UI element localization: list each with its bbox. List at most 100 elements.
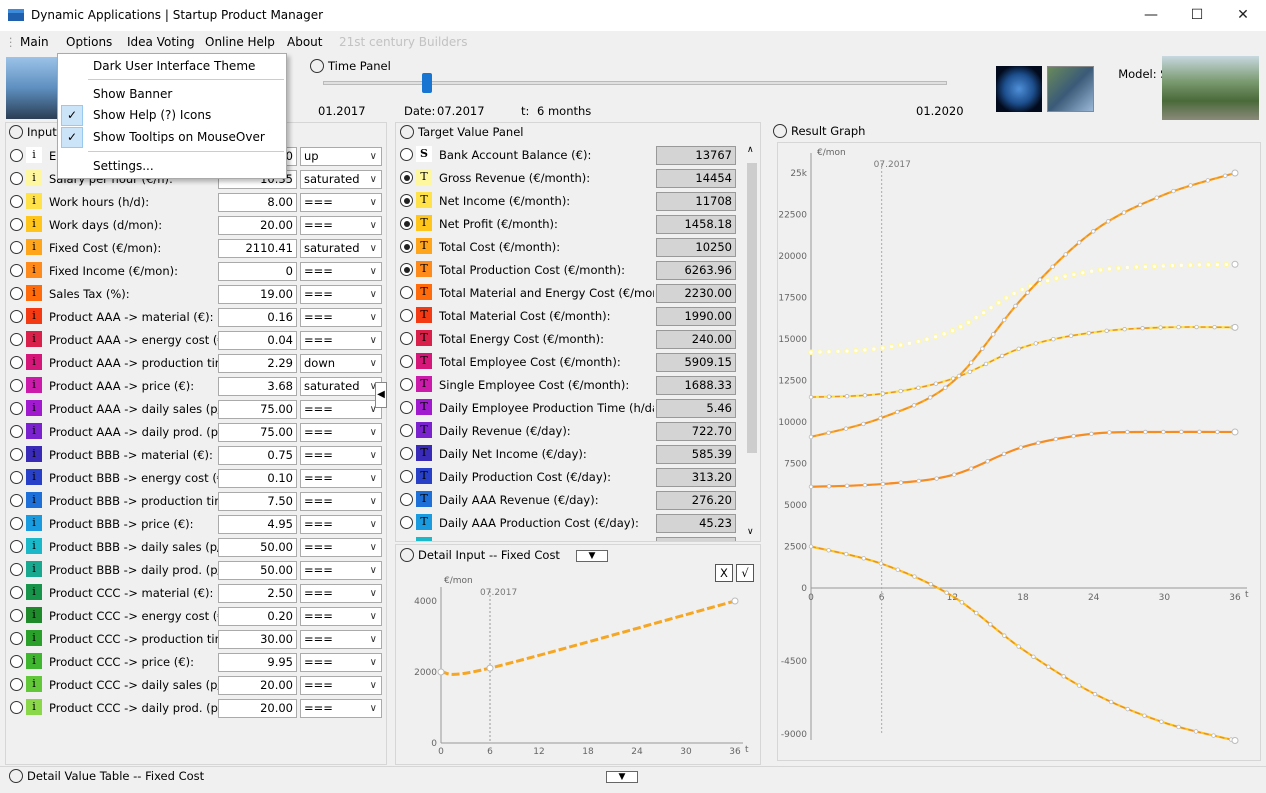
- mode-select[interactable]: ===: [300, 193, 382, 212]
- select-radio[interactable]: [10, 448, 23, 461]
- select-radio[interactable]: [400, 516, 413, 529]
- select-radio[interactable]: [400, 217, 413, 230]
- expand-down-icon[interactable]: ▼: [606, 771, 638, 783]
- info-icon[interactable]: i: [26, 515, 42, 531]
- result-chart[interactable]: €/mon t 0 6 12 18 24 30 36 25k 22500 20000 17500 1500…: [769, 122, 1261, 765]
- mode-select[interactable]: ===: [300, 469, 382, 488]
- mode-select[interactable]: ===: [300, 308, 382, 327]
- mode-select[interactable]: ===: [300, 630, 382, 649]
- input-value-field[interactable]: 2.29: [218, 354, 297, 373]
- mode-select[interactable]: ===: [300, 492, 382, 511]
- help-icon[interactable]: [400, 125, 414, 139]
- time-slider-track[interactable]: [323, 81, 947, 85]
- select-radio[interactable]: [10, 678, 23, 691]
- select-radio[interactable]: [400, 401, 413, 414]
- time-slider-thumb[interactable]: [422, 73, 433, 93]
- info-icon[interactable]: i: [26, 538, 42, 554]
- mode-select[interactable]: ===: [300, 538, 382, 557]
- select-radio[interactable]: [400, 148, 413, 161]
- target-scrollbar[interactable]: ∧ ∨: [744, 145, 760, 541]
- menu-main[interactable]: Main: [20, 35, 49, 49]
- maximize-button[interactable]: ☐: [1190, 7, 1204, 23]
- menu-online-help[interactable]: Online Help: [205, 35, 275, 49]
- info-icon[interactable]: i: [26, 331, 42, 347]
- input-value-field[interactable]: 9.95: [218, 653, 297, 672]
- info-icon[interactable]: i: [26, 699, 42, 715]
- input-value-field[interactable]: 20.00: [218, 676, 297, 695]
- info-icon[interactable]: i: [26, 469, 42, 485]
- select-radio[interactable]: [10, 540, 23, 553]
- info-icon[interactable]: i: [26, 630, 42, 646]
- info-icon[interactable]: i: [26, 653, 42, 669]
- collapse-left-icon[interactable]: ◀: [375, 382, 387, 408]
- input-value-field[interactable]: 2110.41: [218, 239, 297, 258]
- mode-select[interactable]: ===: [300, 262, 382, 281]
- menu-item-show-banner[interactable]: Show Banner: [93, 87, 173, 101]
- select-radio[interactable]: [10, 310, 23, 323]
- select-radio[interactable]: [10, 218, 23, 231]
- select-radio[interactable]: [10, 287, 23, 300]
- input-value-field[interactable]: 0.20: [218, 607, 297, 626]
- select-radio[interactable]: [10, 172, 23, 185]
- ok-button[interactable]: √: [736, 564, 754, 582]
- mode-select[interactable]: up: [300, 147, 382, 166]
- input-value-field[interactable]: 3.68: [218, 377, 297, 396]
- menu-item-show-help-icons[interactable]: ✓ Show Help (?) Icons: [58, 105, 286, 126]
- mode-select[interactable]: ===: [300, 699, 382, 718]
- select-radio[interactable]: [10, 149, 23, 162]
- info-icon[interactable]: i: [26, 285, 42, 301]
- select-radio[interactable]: [10, 333, 23, 346]
- select-radio[interactable]: [400, 493, 413, 506]
- info-icon[interactable]: i: [26, 377, 42, 393]
- mode-select[interactable]: ===: [300, 331, 382, 350]
- menu-item-settings[interactable]: Settings...: [93, 159, 154, 173]
- input-value-field[interactable]: 75.00: [218, 400, 297, 419]
- input-value-field[interactable]: 0.04: [218, 331, 297, 350]
- info-icon[interactable]: i: [26, 561, 42, 577]
- select-radio[interactable]: [400, 194, 413, 207]
- detail-input-chart[interactable]: €/mon t 0 6 12 18 24 30 36 0 2000 4000 07.2017: [396, 545, 762, 766]
- input-value-field[interactable]: 0.16: [218, 308, 297, 327]
- input-value-field[interactable]: 50.00: [218, 561, 297, 580]
- select-radio[interactable]: [10, 402, 23, 415]
- select-radio[interactable]: [10, 356, 23, 369]
- select-radio[interactable]: [10, 517, 23, 530]
- select-radio[interactable]: [400, 263, 413, 276]
- select-radio[interactable]: [10, 494, 23, 507]
- menu-options[interactable]: Options: [66, 35, 113, 49]
- info-icon[interactable]: i: [26, 492, 42, 508]
- select-radio[interactable]: [10, 241, 23, 254]
- help-icon[interactable]: [400, 548, 414, 562]
- select-radio[interactable]: [400, 447, 413, 460]
- mode-select[interactable]: ===: [300, 584, 382, 603]
- mode-select[interactable]: ===: [300, 607, 382, 626]
- input-value-field[interactable]: 50.00: [218, 538, 297, 557]
- mode-select[interactable]: ===: [300, 515, 382, 534]
- select-radio[interactable]: [10, 471, 23, 484]
- select-radio[interactable]: [10, 632, 23, 645]
- close-button[interactable]: ✕: [1237, 7, 1249, 23]
- select-radio[interactable]: [400, 424, 413, 437]
- select-radio[interactable]: [400, 332, 413, 345]
- info-icon[interactable]: i: [26, 676, 42, 692]
- select-radio[interactable]: [400, 240, 413, 253]
- cancel-button[interactable]: X: [715, 564, 733, 582]
- select-radio[interactable]: [400, 470, 413, 483]
- input-value-field[interactable]: 20.00: [218, 216, 297, 235]
- mode-select[interactable]: saturated: [300, 377, 382, 396]
- mode-select[interactable]: ===: [300, 446, 382, 465]
- info-icon[interactable]: i: [26, 308, 42, 324]
- info-icon[interactable]: i: [26, 584, 42, 600]
- info-icon[interactable]: i: [26, 239, 42, 255]
- mode-select[interactable]: ===: [300, 400, 382, 419]
- mode-select[interactable]: ===: [300, 676, 382, 695]
- select-radio[interactable]: [400, 171, 413, 184]
- input-value-field[interactable]: 75.00: [218, 423, 297, 442]
- select-radio[interactable]: [10, 379, 23, 392]
- help-icon[interactable]: [9, 769, 23, 783]
- select-radio[interactable]: [400, 309, 413, 322]
- select-radio[interactable]: [10, 701, 23, 714]
- input-value-field[interactable]: 30.00: [218, 630, 297, 649]
- scroll-down-icon[interactable]: ∨: [747, 527, 754, 537]
- select-radio[interactable]: [400, 355, 413, 368]
